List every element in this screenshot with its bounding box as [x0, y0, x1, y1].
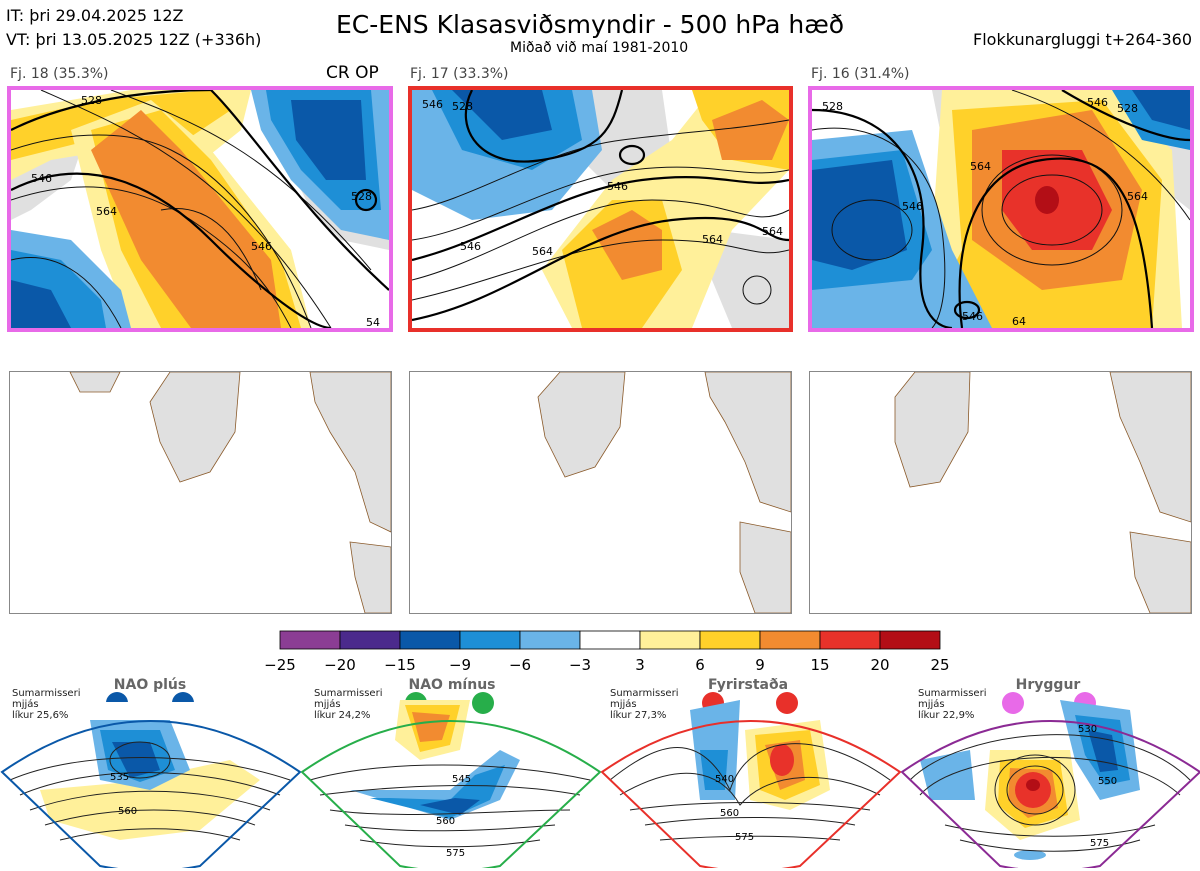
c1-contour-label: 546 [31, 172, 52, 185]
colorbar-segment [759, 630, 821, 650]
regime-season: Sumarmisseri [12, 688, 81, 699]
regime-4-map: 530 550 575 [900, 700, 1200, 868]
colorbar-tick-label: 20 [870, 656, 890, 674]
c3-contour-label: 564 [970, 160, 991, 173]
regime-3-map: 540 560 575 [600, 700, 902, 868]
regime-contour-label: 550 [1098, 776, 1117, 787]
cluster-2-label: Fj. 17 (33.3%) [410, 66, 509, 82]
c1-contour-label: 546 [251, 240, 272, 253]
regime-4-info: Sumarmisseri mjjás líkur 22,9% [918, 688, 986, 721]
regime-prob: líkur 27,3% [610, 710, 667, 721]
regime-contour-label: 540 [715, 774, 734, 785]
colorbar-segment [279, 630, 341, 650]
colorbar-segment [459, 630, 521, 650]
c3-contour-label: 528 [822, 100, 843, 113]
regime-3-name: Fyrirstaða [707, 677, 789, 693]
c2-contour-label: 528 [452, 100, 473, 113]
regime-season: Sumarmisseri [314, 688, 383, 699]
regime-contour-label: 575 [1090, 838, 1109, 849]
regime-contour-label: 530 [1078, 724, 1097, 735]
colorbar-segment [339, 630, 401, 650]
regime-mean: mjjás [12, 699, 39, 710]
regime-contour-label: 560 [720, 808, 739, 819]
c1-contour-label: 528 [81, 94, 102, 107]
colorbar-tick-label: −6 [508, 656, 532, 674]
regime-prob: líkur 24,2% [314, 710, 371, 721]
colorbar-tick-label: 9 [755, 656, 765, 674]
empty-map-1 [9, 371, 392, 614]
c2-contour-label: 564 [532, 245, 553, 258]
colorbar [279, 630, 941, 650]
cluster-3-label: Fj. 16 (31.4%) [811, 66, 910, 82]
regime-4-dot [1002, 692, 1024, 714]
colorbar-tick-label: −9 [448, 656, 472, 674]
c2-contour-label: 546 [607, 180, 628, 193]
colorbar-tick-label: −15 [384, 656, 416, 674]
colorbar-segment [819, 630, 881, 650]
regime-3-dot [776, 692, 798, 714]
c3-contour-label: 546 [902, 200, 923, 213]
colorbar-segment [639, 630, 701, 650]
c3-contour-label: 546 [1087, 96, 1108, 109]
cluster-1-tag: CR OP [326, 63, 379, 83]
colorbar-segment [879, 630, 941, 650]
colorbar-tick-label: −20 [324, 656, 356, 674]
regime-2-dot [472, 692, 494, 714]
c3-contour-label: 564 [1127, 190, 1148, 203]
cluster-2-map: 546 528 546 564 564 564 546 [408, 86, 793, 332]
cluster-1-label: Fj. 18 (35.3%) [10, 66, 109, 82]
chart-subtitle: Miðað við maí 1981-2010 [510, 40, 689, 56]
regime-contour-label: 535 [110, 772, 129, 783]
c3-contour-label: 546 [962, 310, 983, 323]
c3-contour-label: 64 [1012, 315, 1026, 328]
regime-season: Sumarmisseri [610, 688, 679, 699]
initial-time: IT: þri 29.04.2025 12Z [6, 6, 184, 25]
c1-contour-label: 54 [366, 316, 380, 328]
colorbar-tick-label: −25 [264, 656, 296, 674]
regime-prob: líkur 25,6% [12, 710, 69, 721]
colorbar-tick-label: 15 [810, 656, 830, 674]
regime-2-name: NAO mínus [408, 677, 496, 693]
regime-1-map: 535 560 [0, 702, 302, 868]
c2-contour-label: 546 [460, 240, 481, 253]
regime-2-info: Sumarmisseri mjjás líkur 24,2% [314, 688, 382, 721]
c3-contour-label: 528 [1117, 102, 1138, 115]
regime-season: Sumarmisseri [918, 688, 987, 699]
regime-4-name: Hryggur [1015, 677, 1081, 693]
valid-time: VT: þri 13.05.2025 12Z (+336h) [6, 30, 262, 49]
colorbar-tick-label: 25 [930, 656, 950, 674]
chart-title: EC-ENS Klasasviðsmyndir - 500 hPa hæð [336, 10, 845, 39]
regime-mean: mjjás [314, 699, 341, 710]
c1-contour-label: 528 [351, 190, 372, 203]
regime-contour-label: 560 [436, 816, 455, 827]
classification-window: Flokkunargluggi t+264-360 [973, 30, 1192, 49]
cluster-3-map: 546 528 564 564 546 546 64 528 [808, 86, 1194, 332]
colorbar-segment [519, 630, 581, 650]
regime-3-info: Sumarmisseri mjjás líkur 27,3% [610, 688, 678, 721]
regime-contour-label: 575 [446, 848, 465, 859]
regime-prob: líkur 22,9% [918, 710, 975, 721]
regime-contour-label: 560 [118, 806, 137, 817]
cluster-1-map: 528 546 564 546 528 54 [7, 86, 393, 332]
c2-contour-label: 546 [422, 98, 443, 111]
colorbar-segment [579, 630, 641, 650]
c2-contour-label: 564 [762, 225, 783, 238]
c2-contour-label: 564 [702, 233, 723, 246]
regime-contour-label: 575 [735, 832, 754, 843]
colorbar-tick-label: 3 [635, 656, 645, 674]
regime-contour-label: 545 [452, 774, 471, 785]
c1-contour-label: 564 [96, 205, 117, 218]
regime-2-map: 545 560 575 [300, 700, 602, 868]
empty-map-2 [409, 371, 792, 614]
colorbar-tick-label: −3 [568, 656, 592, 674]
regime-1-name: NAO plús [113, 677, 187, 693]
regime-mean: mjjás [610, 699, 637, 710]
empty-map-3 [809, 371, 1192, 614]
regime-mean: mjjás [918, 699, 945, 710]
regime-1-info: Sumarmisseri mjjás líkur 25,6% [12, 688, 80, 721]
colorbar-segment [399, 630, 461, 650]
colorbar-tick-label: 6 [695, 656, 705, 674]
colorbar-segment [699, 630, 761, 650]
